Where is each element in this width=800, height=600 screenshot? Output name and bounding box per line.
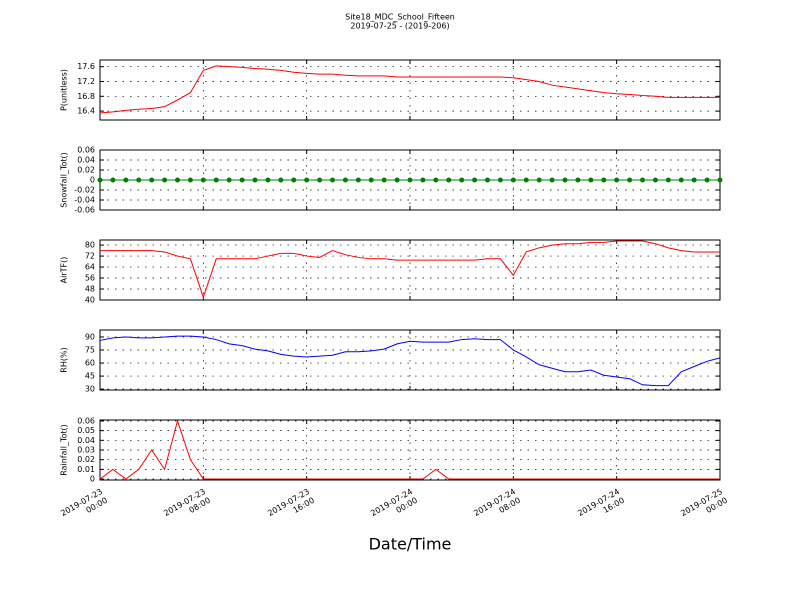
y-tick-label: 17.6 [77, 62, 95, 71]
data-point [497, 177, 503, 183]
data-point [640, 177, 645, 183]
data-point [330, 177, 335, 183]
data-point [187, 177, 193, 183]
data-point [110, 177, 116, 183]
y-tick-label: 16.8 [77, 92, 95, 101]
y-tick-label: 30 [85, 385, 95, 394]
y-tick-label: 75 [85, 346, 95, 355]
y-axis-label: AirTF() [60, 257, 69, 284]
data-point [446, 177, 452, 183]
y-axis-label: Rainfall_Tot() [60, 424, 69, 476]
data-point [627, 177, 633, 183]
data-point [226, 177, 232, 183]
data-point [523, 177, 529, 183]
data-point [355, 177, 361, 183]
data-point [433, 177, 439, 183]
y-tick-label: 0.05 [77, 426, 95, 435]
data-point [394, 177, 400, 183]
data-point [123, 177, 129, 183]
y-tick-label: 0.02 [77, 166, 95, 175]
data-point [381, 177, 387, 183]
data-point [704, 177, 710, 183]
data-point [252, 177, 258, 183]
data-point [162, 177, 168, 183]
data-point [459, 177, 465, 183]
y-tick-label: 64 [85, 263, 95, 272]
data-point [265, 177, 271, 183]
data-point [97, 177, 103, 183]
y-tick-label: 0.02 [77, 455, 95, 464]
data-point [536, 177, 542, 183]
y-tick-label: -0.06 [74, 206, 95, 215]
data-point [213, 177, 219, 183]
data-point [691, 177, 697, 183]
y-tick-label: 0.04 [77, 436, 95, 445]
data-point [575, 177, 581, 183]
x-axis-label: Date/Time [369, 535, 452, 554]
y-axis-label: P(unitless) [60, 69, 69, 111]
y-tick-label: 0.06 [77, 146, 95, 155]
data-point [562, 177, 568, 183]
data-point [614, 177, 620, 183]
y-tick-label: 72 [85, 252, 95, 261]
data-point [420, 177, 426, 183]
y-tick-label: 90 [85, 332, 95, 341]
y-tick-label: 56 [85, 274, 95, 283]
y-tick-label: 0.04 [77, 156, 95, 165]
y-tick-label: 0.03 [77, 446, 95, 455]
y-tick-label: 0.01 [77, 465, 95, 474]
y-tick-label: 60 [85, 359, 95, 368]
y-tick-label: -0.02 [74, 186, 95, 195]
y-tick-label: 80 [85, 241, 95, 250]
data-point [588, 177, 594, 183]
data-point [485, 177, 490, 183]
y-axis-label: Snowfall_Tot() [60, 152, 69, 208]
data-point [175, 177, 180, 183]
data-line [100, 240, 720, 299]
y-tick-label: 48 [85, 285, 95, 294]
data-point [304, 177, 310, 183]
y-tick-label: 16.4 [77, 107, 95, 116]
data-point [278, 177, 284, 183]
data-point [200, 177, 206, 183]
y-tick-label: 45 [85, 372, 95, 381]
data-point [368, 177, 374, 183]
data-point [472, 177, 478, 183]
y-tick-label: -0.04 [74, 196, 95, 205]
chart-title: Site18_MDC_School_Fifteen [345, 13, 455, 22]
data-point [665, 177, 671, 183]
y-tick-label: 40 [85, 296, 95, 305]
data-point [717, 177, 723, 183]
data-point [149, 177, 155, 183]
data-point [407, 177, 413, 183]
y-tick-label: 17.2 [77, 77, 95, 86]
data-point [510, 177, 516, 183]
y-tick-label: 0.06 [77, 416, 95, 425]
y-axis-label: RH(%) [60, 347, 69, 372]
data-point [601, 177, 607, 183]
data-line [99, 65, 720, 114]
data-line [99, 419, 720, 480]
data-line [99, 335, 721, 387]
y-tick-label: 0 [90, 475, 95, 484]
y-tick-label: 0 [90, 176, 95, 185]
data-point [678, 177, 684, 183]
chart-subtitle: 2019-07-25 - (2019-206) [350, 22, 449, 31]
data-point [239, 177, 245, 183]
data-point [652, 177, 658, 183]
data-point [291, 177, 297, 183]
data-point [136, 177, 142, 183]
data-point [342, 177, 348, 183]
data-point [549, 177, 555, 183]
data-point [317, 177, 323, 183]
